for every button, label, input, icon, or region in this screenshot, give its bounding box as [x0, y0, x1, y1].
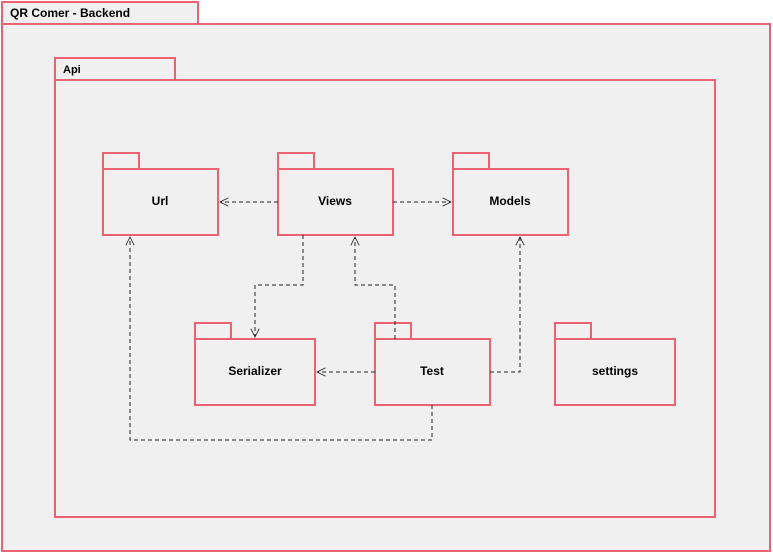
package-root-label: QR Comer - Backend: [10, 6, 130, 20]
package-serializer-label: Serializer: [228, 364, 282, 378]
package-settings-label: settings: [592, 364, 638, 378]
package-test-label: Test: [420, 364, 444, 378]
package-diagram: QR Comer - Backend Api Url Views Models …: [0, 0, 773, 553]
package-views-label: Views: [318, 194, 352, 208]
package-api: Api: [55, 58, 715, 517]
package-api-label: Api: [63, 64, 81, 76]
package-url-label: Url: [152, 194, 169, 208]
package-models-label: Models: [489, 194, 531, 208]
